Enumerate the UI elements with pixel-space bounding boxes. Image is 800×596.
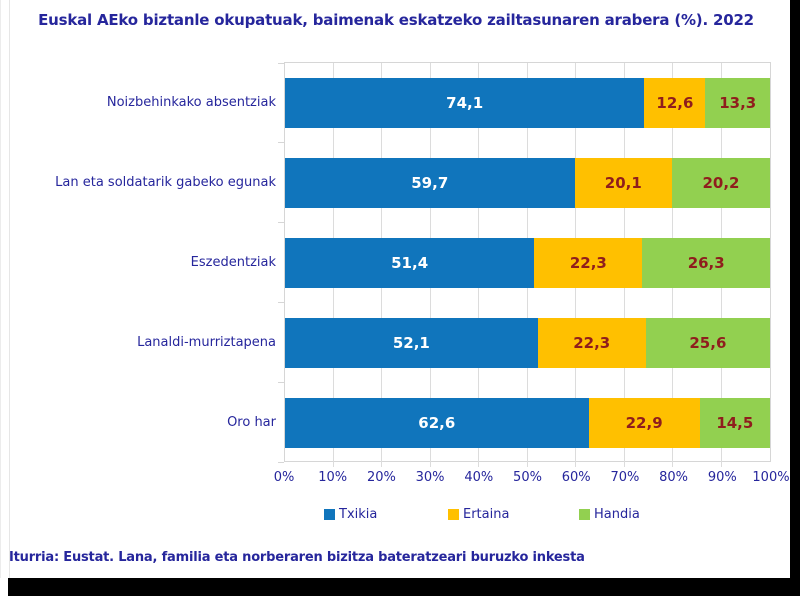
category-label: Oro har [227,414,276,430]
legend-item-handia: Handia [579,507,640,522]
bar-segment-txikia: 59,7 [285,158,575,208]
x-tick-label: 80% [659,470,689,485]
bar-segment-txikia: 52,1 [285,318,538,368]
legend-swatch-icon [579,509,590,520]
axis-tick [278,63,284,64]
x-tick-label: 100% [752,470,790,485]
legend-label: Txikia [339,507,378,522]
shadow-bottom [8,578,800,596]
x-tick-label: 50% [513,470,542,485]
bar-segment-handia: 26,3 [642,238,770,288]
legend-label: Ertaina [463,507,510,522]
category-label: Lan eta soldatarik gabeko egunak [55,174,276,190]
bar-row: 51,4 22,3 26,3 [285,238,770,288]
bar-row: 74,1 12,6 13,3 [285,78,770,128]
category-label: Eszedentziak [190,254,276,270]
x-tick-label: 90% [707,470,737,485]
x-tick-label: 10% [318,470,348,485]
bar-segment-ertaina: 22,3 [534,238,643,288]
category-label: Lanaldi-murriztapena [137,334,276,350]
bar-segment-ertaina: 12,6 [644,78,706,128]
bar-segment-handia: 20,2 [672,158,770,208]
x-tick-label: 60% [561,470,591,485]
bar-segment-handia: 14,5 [699,398,770,448]
axis-tick [278,142,284,143]
legend-label: Handia [594,507,640,522]
source-note: Iturria: Eustat. Lana, familia eta norbe… [9,550,585,565]
axis-tick [278,462,284,463]
axis-tick [278,302,284,303]
card-left-border [9,0,10,578]
category-label: Noizbehinkako absentziak [106,94,276,110]
bar-segment-ertaina: 20,1 [574,158,673,208]
bar-segment-txikia: 62,6 [285,398,589,448]
legend-swatch-icon [324,509,335,520]
bar-segment-handia: 25,6 [645,318,770,368]
bar-segment-txikia: 74,1 [285,78,645,128]
chart-card: Euskal AEko biztanle okupatuak, baimenak… [0,0,791,578]
x-tick-label: 0% [273,470,295,485]
legend-item-txikia: Txikia [324,507,377,522]
chart-title: Euskal AEko biztanle okupatuak, baimenak… [38,11,754,29]
x-tick-label: 20% [366,470,396,485]
x-tick-label: 70% [610,470,640,485]
shadow-right [790,0,800,596]
bar-row: 62,6 22,9 14,5 [285,398,770,448]
x-tick-label: 30% [415,470,445,485]
axis-tick [278,222,284,223]
bar-segment-ertaina: 22,9 [588,398,700,448]
axis-tick [278,382,284,383]
x-tick-label: 40% [464,470,494,485]
bar-segment-handia: 13,3 [705,78,770,128]
bar-row: 59,7 20,1 20,2 [285,158,770,208]
legend-swatch-icon [448,509,459,520]
bar-row: 52,1 22,3 25,6 [285,318,770,368]
bar-segment-ertaina: 22,3 [537,318,646,368]
bar-segment-txikia: 51,4 [285,238,535,288]
plot-area: 74,1 12,6 13,3 59,7 20,1 20,2 51,4 22,3 26,3 52,1… [278,62,771,467]
legend-item-ertaina: Ertaina [448,507,509,522]
